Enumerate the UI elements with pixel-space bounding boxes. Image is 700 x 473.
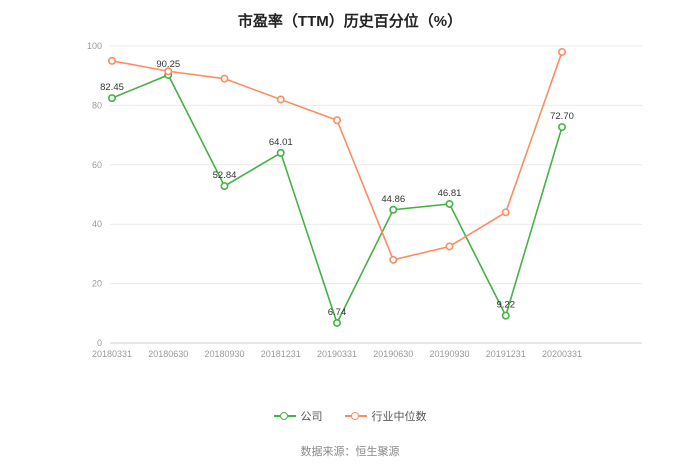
company-series-marker-icon [273, 411, 296, 420]
y-tick-label: 0 [97, 338, 102, 348]
industry-median-point [164, 67, 173, 76]
industry-median-point [220, 74, 229, 83]
x-tick-label: 20180331 [92, 349, 132, 359]
industry-median-point [389, 255, 398, 264]
company-value-label: 82.45 [100, 82, 124, 93]
industry-median-point [557, 47, 566, 56]
company-point [445, 199, 454, 208]
x-tick-label: 20190930 [429, 349, 469, 359]
company-value-label: 64.01 [269, 137, 293, 148]
y-tick-label: 80 [92, 100, 102, 110]
company-point [332, 318, 341, 327]
y-tick-label: 40 [92, 219, 102, 229]
x-tick-label: 20190331 [317, 349, 357, 359]
company-value-label: 90.25 [156, 59, 180, 70]
industry-median-point [332, 116, 341, 125]
company-value-label: 44.86 [381, 194, 405, 205]
x-tick-label: 20191231 [486, 349, 526, 359]
company-line [111, 73, 563, 326]
pe-percentile-line-chart: 0 20 40 60 80 100 20180331 20180630 20180930 2018… [87, 41, 642, 359]
legend-label-company: 公司 [300, 411, 323, 423]
industry-median-series-marker-icon [344, 411, 367, 420]
y-tick-label: 60 [92, 160, 102, 170]
industry-median-point [108, 56, 117, 65]
company-point [557, 123, 566, 132]
company-value-label: 52.84 [213, 170, 237, 181]
industry-median-point [276, 95, 285, 104]
company-value-label: 72.70 [550, 111, 574, 122]
y-tick-label: 100 [87, 41, 102, 51]
x-tick-label: 20180630 [148, 349, 188, 359]
company-value-label: 6.74 [328, 307, 347, 318]
y-tick-label: 20 [92, 279, 102, 289]
x-tick-label: 20180930 [204, 349, 244, 359]
company-value-label: 46.81 [438, 188, 462, 199]
chart-title: 市盈率（TTM）历史百分位（%） [237, 13, 463, 30]
industry-median-point [445, 242, 454, 251]
legend-item-industry-median[interactable]: 行业中位数 [344, 408, 427, 424]
chart-legend: 公司 行业中位数 [0, 408, 700, 424]
industry-median-line [111, 51, 563, 261]
x-tick-label: 20181231 [261, 349, 301, 359]
company-point [108, 94, 117, 103]
company-point [501, 311, 510, 320]
company-point [220, 182, 229, 191]
company-value-label: 9.22 [497, 300, 516, 311]
legend-label-industry-median: 行业中位数 [371, 411, 427, 423]
legend-item-company[interactable]: 公司 [273, 408, 323, 424]
industry-median-point [501, 208, 510, 217]
data-source-note: 数据来源：恒生聚源 [300, 446, 400, 458]
company-point [276, 148, 285, 157]
company-point [389, 205, 398, 214]
x-tick-label: 20200331 [542, 349, 582, 359]
x-tick-label: 20190630 [373, 349, 413, 359]
